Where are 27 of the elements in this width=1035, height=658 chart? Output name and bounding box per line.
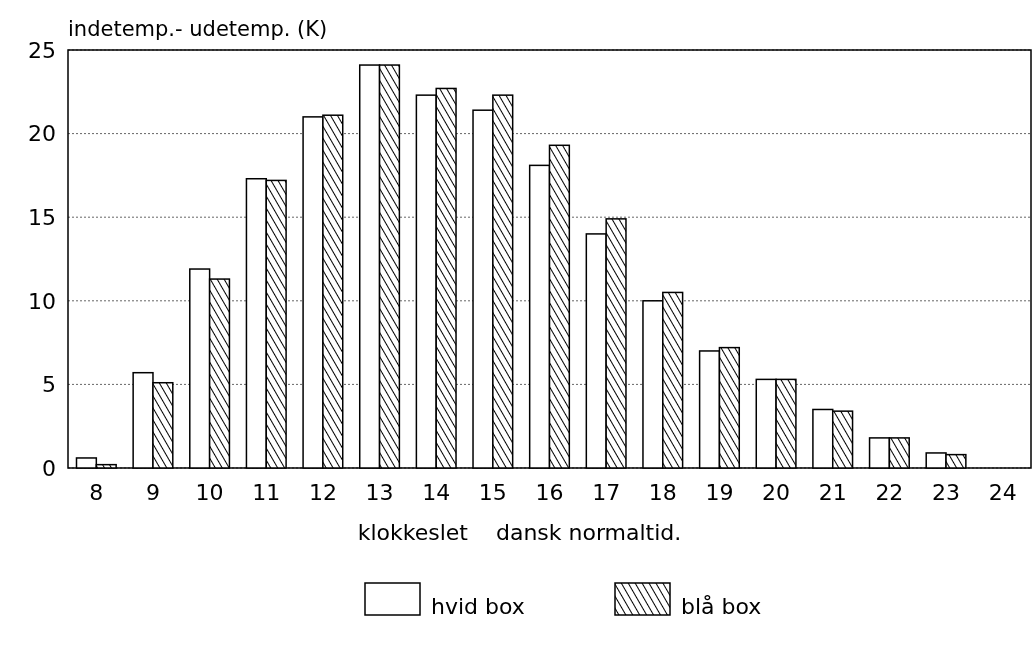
x-tick-label: 8 <box>89 480 104 505</box>
x-tick-label: 10 <box>195 480 224 505</box>
x-tick-label: 21 <box>818 480 847 505</box>
x-tick-label: 15 <box>478 480 507 505</box>
x-tick-label: 14 <box>422 480 451 505</box>
x-tick-label: 22 <box>875 480 904 505</box>
x-tick-label: 9 <box>145 480 160 505</box>
legend-label: blå box <box>681 593 762 619</box>
x-tick-label: 11 <box>252 480 281 505</box>
x-tick-label: 24 <box>988 480 1017 505</box>
x-tick-label: 20 <box>762 480 791 505</box>
x-tick-label: 13 <box>365 480 394 505</box>
x-tick-label: 12 <box>308 480 337 505</box>
y-tick-label: 15 <box>28 204 56 230</box>
y-tick-label: 25 <box>28 37 56 63</box>
x-axis-title: klokkeslet dansk normaltid. <box>357 520 682 545</box>
y-tick-label: 5 <box>42 372 56 398</box>
x-tick-label: 16 <box>535 480 564 505</box>
y-axis-title: indetemp.- udetemp. (K) <box>68 17 328 41</box>
y-tick-label: 20 <box>28 121 56 147</box>
x-tick-label: 17 <box>592 480 621 505</box>
legend-label: hvid box <box>431 593 525 619</box>
x-tick-label: 18 <box>648 480 677 505</box>
x-tick-label: 23 <box>932 480 961 505</box>
y-tick-label: 0 <box>42 455 56 481</box>
x-tick-label: 19 <box>705 480 734 505</box>
y-tick-label: 10 <box>28 288 56 314</box>
